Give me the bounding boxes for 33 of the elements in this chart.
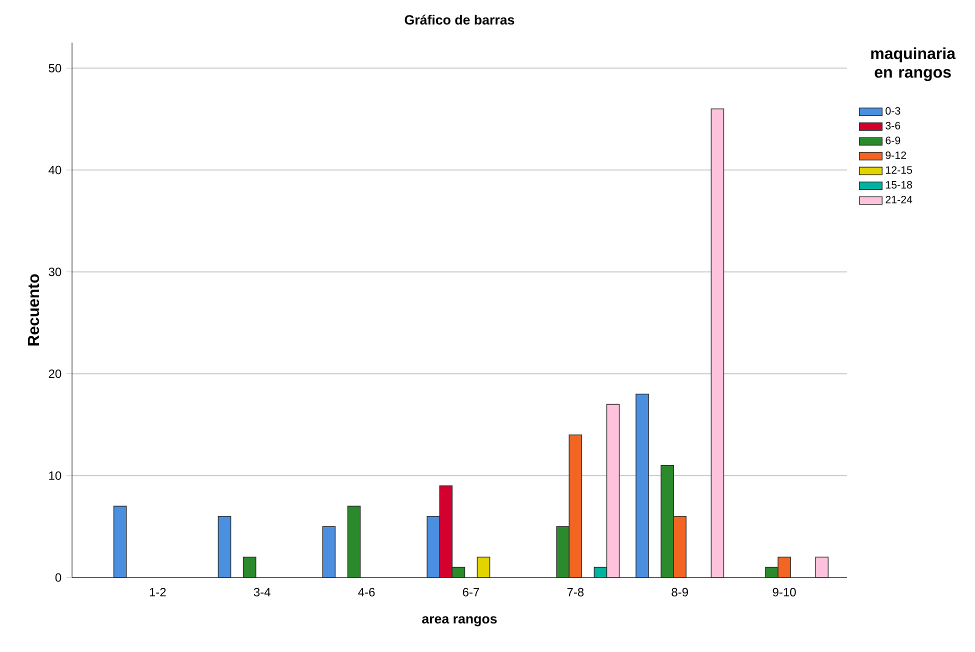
- y-tick-label: 50: [48, 64, 62, 72]
- y-tick-label: 10: [49, 471, 62, 480]
- bar: [347, 506, 361, 578]
- x-tick-label: 3-4: [254, 588, 270, 596]
- y-tick-label: 20: [48, 369, 62, 378]
- legend-label: 21-24: [886, 196, 912, 204]
- bar: [636, 394, 649, 578]
- bar: [322, 526, 336, 578]
- legend-label: 6-9: [886, 136, 900, 144]
- y-axis-title: Recuento: [28, 274, 40, 346]
- x-tick-label: 8-9: [672, 588, 688, 596]
- x-tick-label: 6-7: [462, 588, 480, 596]
- legend-label: 12-15: [886, 166, 912, 174]
- legend-label: 9-12: [886, 151, 906, 159]
- bar: [242, 556, 256, 578]
- chart-title: Gráfico de barras: [404, 14, 514, 25]
- x-axis-title: area rangos: [422, 616, 497, 626]
- y-tick-label: 30: [48, 268, 62, 276]
- bar: [710, 108, 724, 578]
- x-tick-label: 9-10: [772, 588, 796, 596]
- x-tick-label: 7-8: [567, 588, 584, 596]
- bar: [218, 516, 232, 578]
- x-tick-label: 4-6: [358, 588, 375, 596]
- legend-label: 0-3: [886, 107, 900, 115]
- bar: [476, 556, 490, 578]
- y-tick-label: 0: [55, 573, 62, 582]
- x-tick-label: 1-2: [150, 588, 166, 596]
- bar: [113, 506, 127, 578]
- legend-title: maquinaria en rangos: [871, 47, 956, 81]
- legend-label: 15-18: [886, 180, 912, 188]
- y-tick-label: 40: [48, 166, 62, 174]
- bar: [815, 556, 829, 578]
- legend-label: 3-6: [886, 122, 900, 130]
